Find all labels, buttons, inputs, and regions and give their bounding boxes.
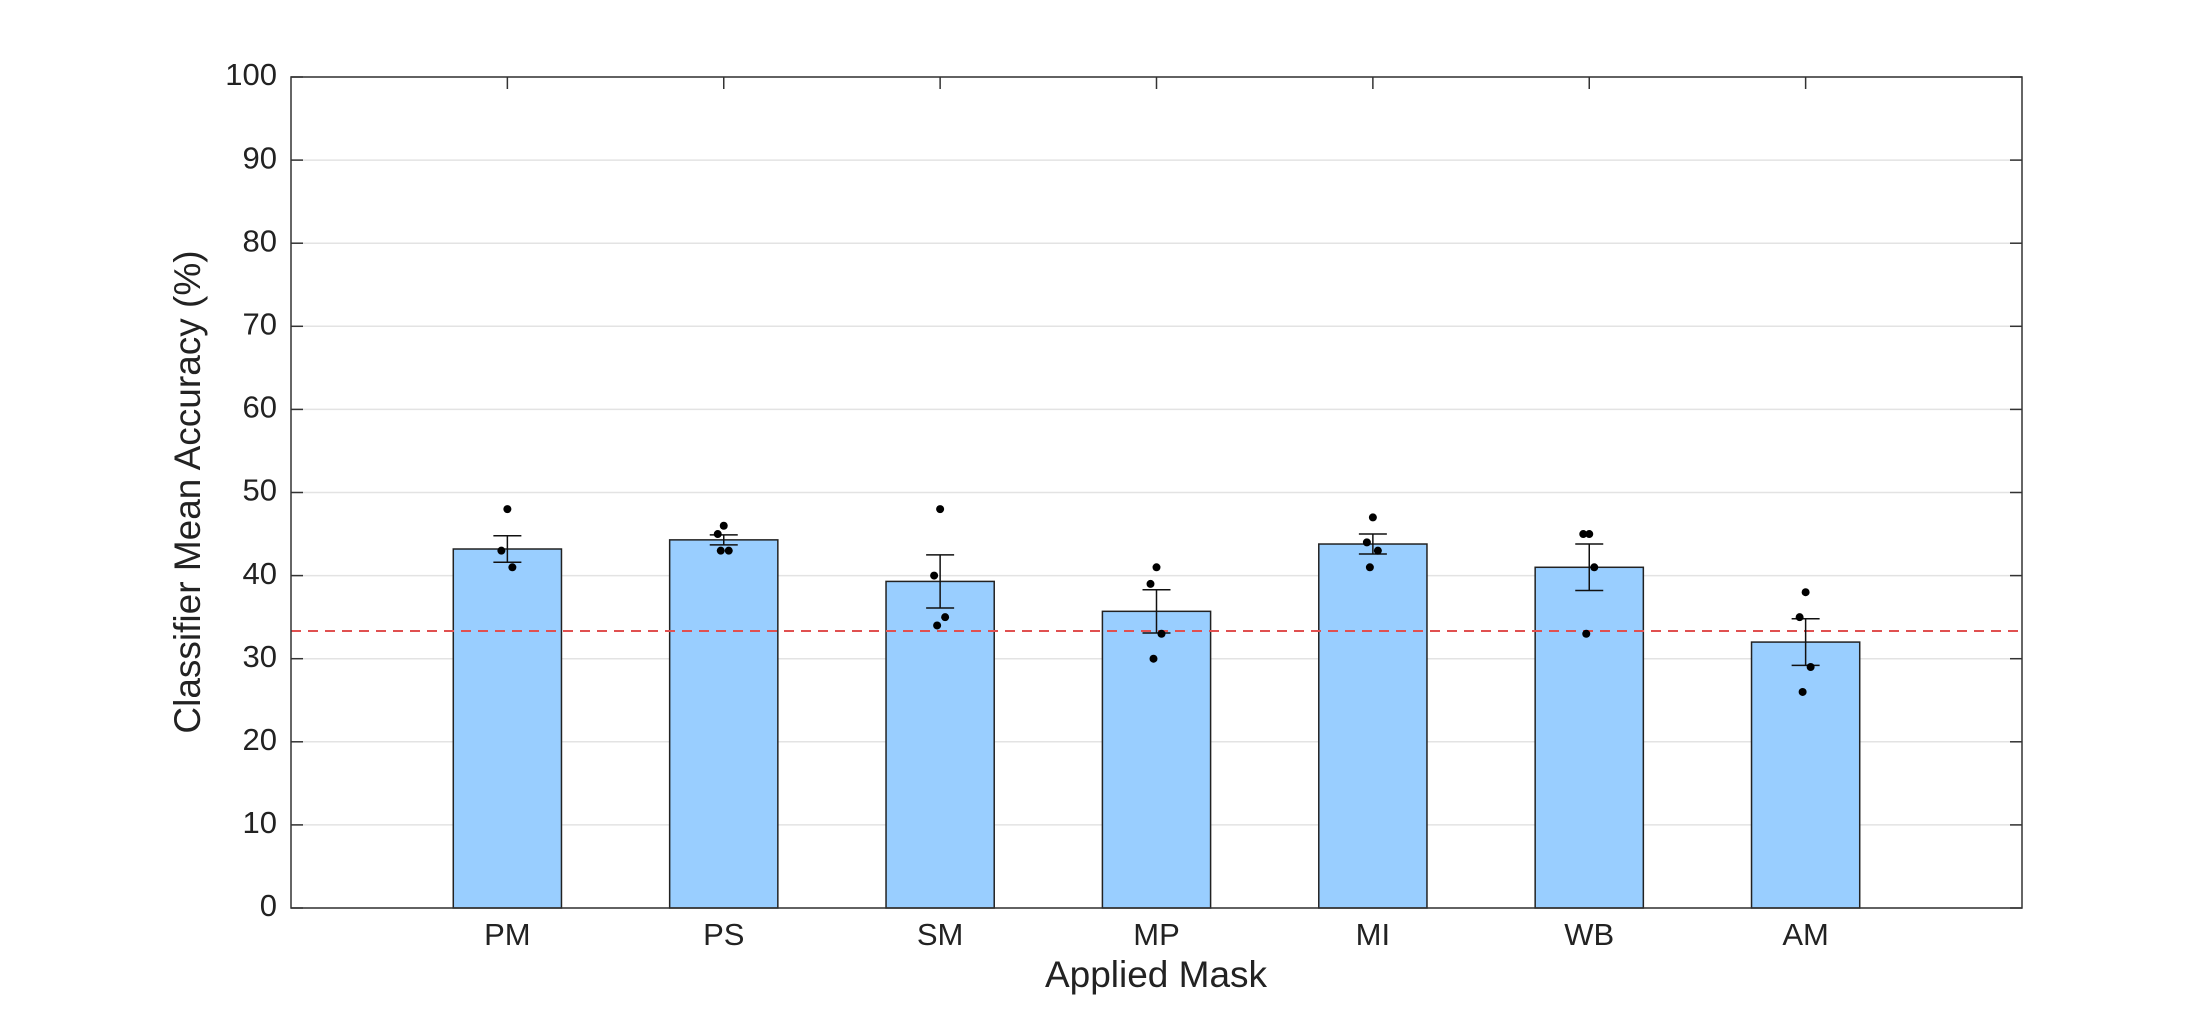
y-axis-label: Classifier Mean Accuracy (%) (167, 250, 208, 733)
x-tick-label: WB (1564, 917, 1614, 952)
data-point (503, 505, 512, 514)
y-tick-label: 100 (225, 57, 277, 92)
x-tick-label: PS (703, 917, 744, 952)
bar (1318, 543, 1428, 909)
data-point (1362, 538, 1371, 547)
y-tick-label: 60 (243, 390, 277, 425)
data-point (1146, 579, 1155, 588)
y-tick-label: 10 (243, 805, 277, 840)
y-tick-label: 70 (243, 306, 277, 341)
data-point (497, 546, 506, 555)
bar (885, 580, 995, 909)
bar (668, 539, 779, 909)
bar (452, 548, 563, 909)
data-point (1157, 629, 1166, 638)
data-point (508, 563, 517, 572)
y-tick-label: 40 (243, 556, 277, 591)
data-point (1579, 530, 1588, 539)
data-point (933, 621, 942, 630)
data-point (1795, 613, 1804, 622)
data-point (716, 546, 725, 555)
x-tick-label: PM (484, 917, 531, 952)
data-point (713, 530, 722, 539)
y-tick-label: 90 (243, 140, 277, 175)
data-point (1798, 687, 1807, 696)
bar (1101, 610, 1212, 909)
data-point (1801, 588, 1810, 597)
data-point (1373, 546, 1382, 555)
data-point (941, 613, 950, 622)
x-tick-label: AM (1782, 917, 1829, 952)
bar (1534, 566, 1645, 909)
data-point (1582, 629, 1591, 638)
bar (1750, 641, 1861, 909)
data-point (1152, 563, 1161, 572)
y-tick-label: 0 (260, 888, 277, 923)
data-point (724, 546, 733, 555)
data-point (1149, 654, 1158, 663)
y-tick-label: 20 (243, 722, 277, 757)
y-tick-label: 30 (243, 639, 277, 674)
x-axis-label: Applied Mask (1045, 954, 1268, 995)
data-point (1368, 513, 1377, 522)
data-point (1585, 530, 1594, 539)
x-tick-label: MI (1356, 917, 1390, 952)
data-point (719, 521, 728, 530)
y-tick-label: 50 (243, 473, 277, 508)
data-point (1365, 563, 1374, 572)
y-tick-label: 80 (243, 223, 277, 258)
x-tick-label: SM (917, 917, 964, 952)
data-point (1806, 663, 1815, 672)
x-tick-label: MP (1133, 917, 1180, 952)
data-point (936, 505, 945, 514)
plot-frame (290, 76, 2023, 909)
data-point (1590, 563, 1599, 572)
data-point (930, 571, 939, 580)
